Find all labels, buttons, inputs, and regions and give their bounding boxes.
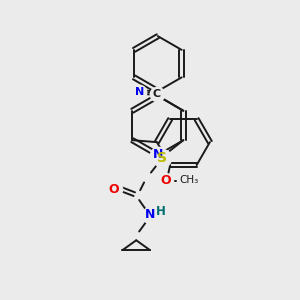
Text: N: N <box>153 148 163 161</box>
Text: N: N <box>135 87 144 97</box>
Text: N: N <box>145 208 155 221</box>
Text: S: S <box>157 151 167 165</box>
Text: C: C <box>153 89 161 99</box>
Text: CH₃: CH₃ <box>179 175 198 185</box>
Text: O: O <box>108 183 119 196</box>
Text: H: H <box>156 205 166 218</box>
Text: O: O <box>160 174 170 187</box>
